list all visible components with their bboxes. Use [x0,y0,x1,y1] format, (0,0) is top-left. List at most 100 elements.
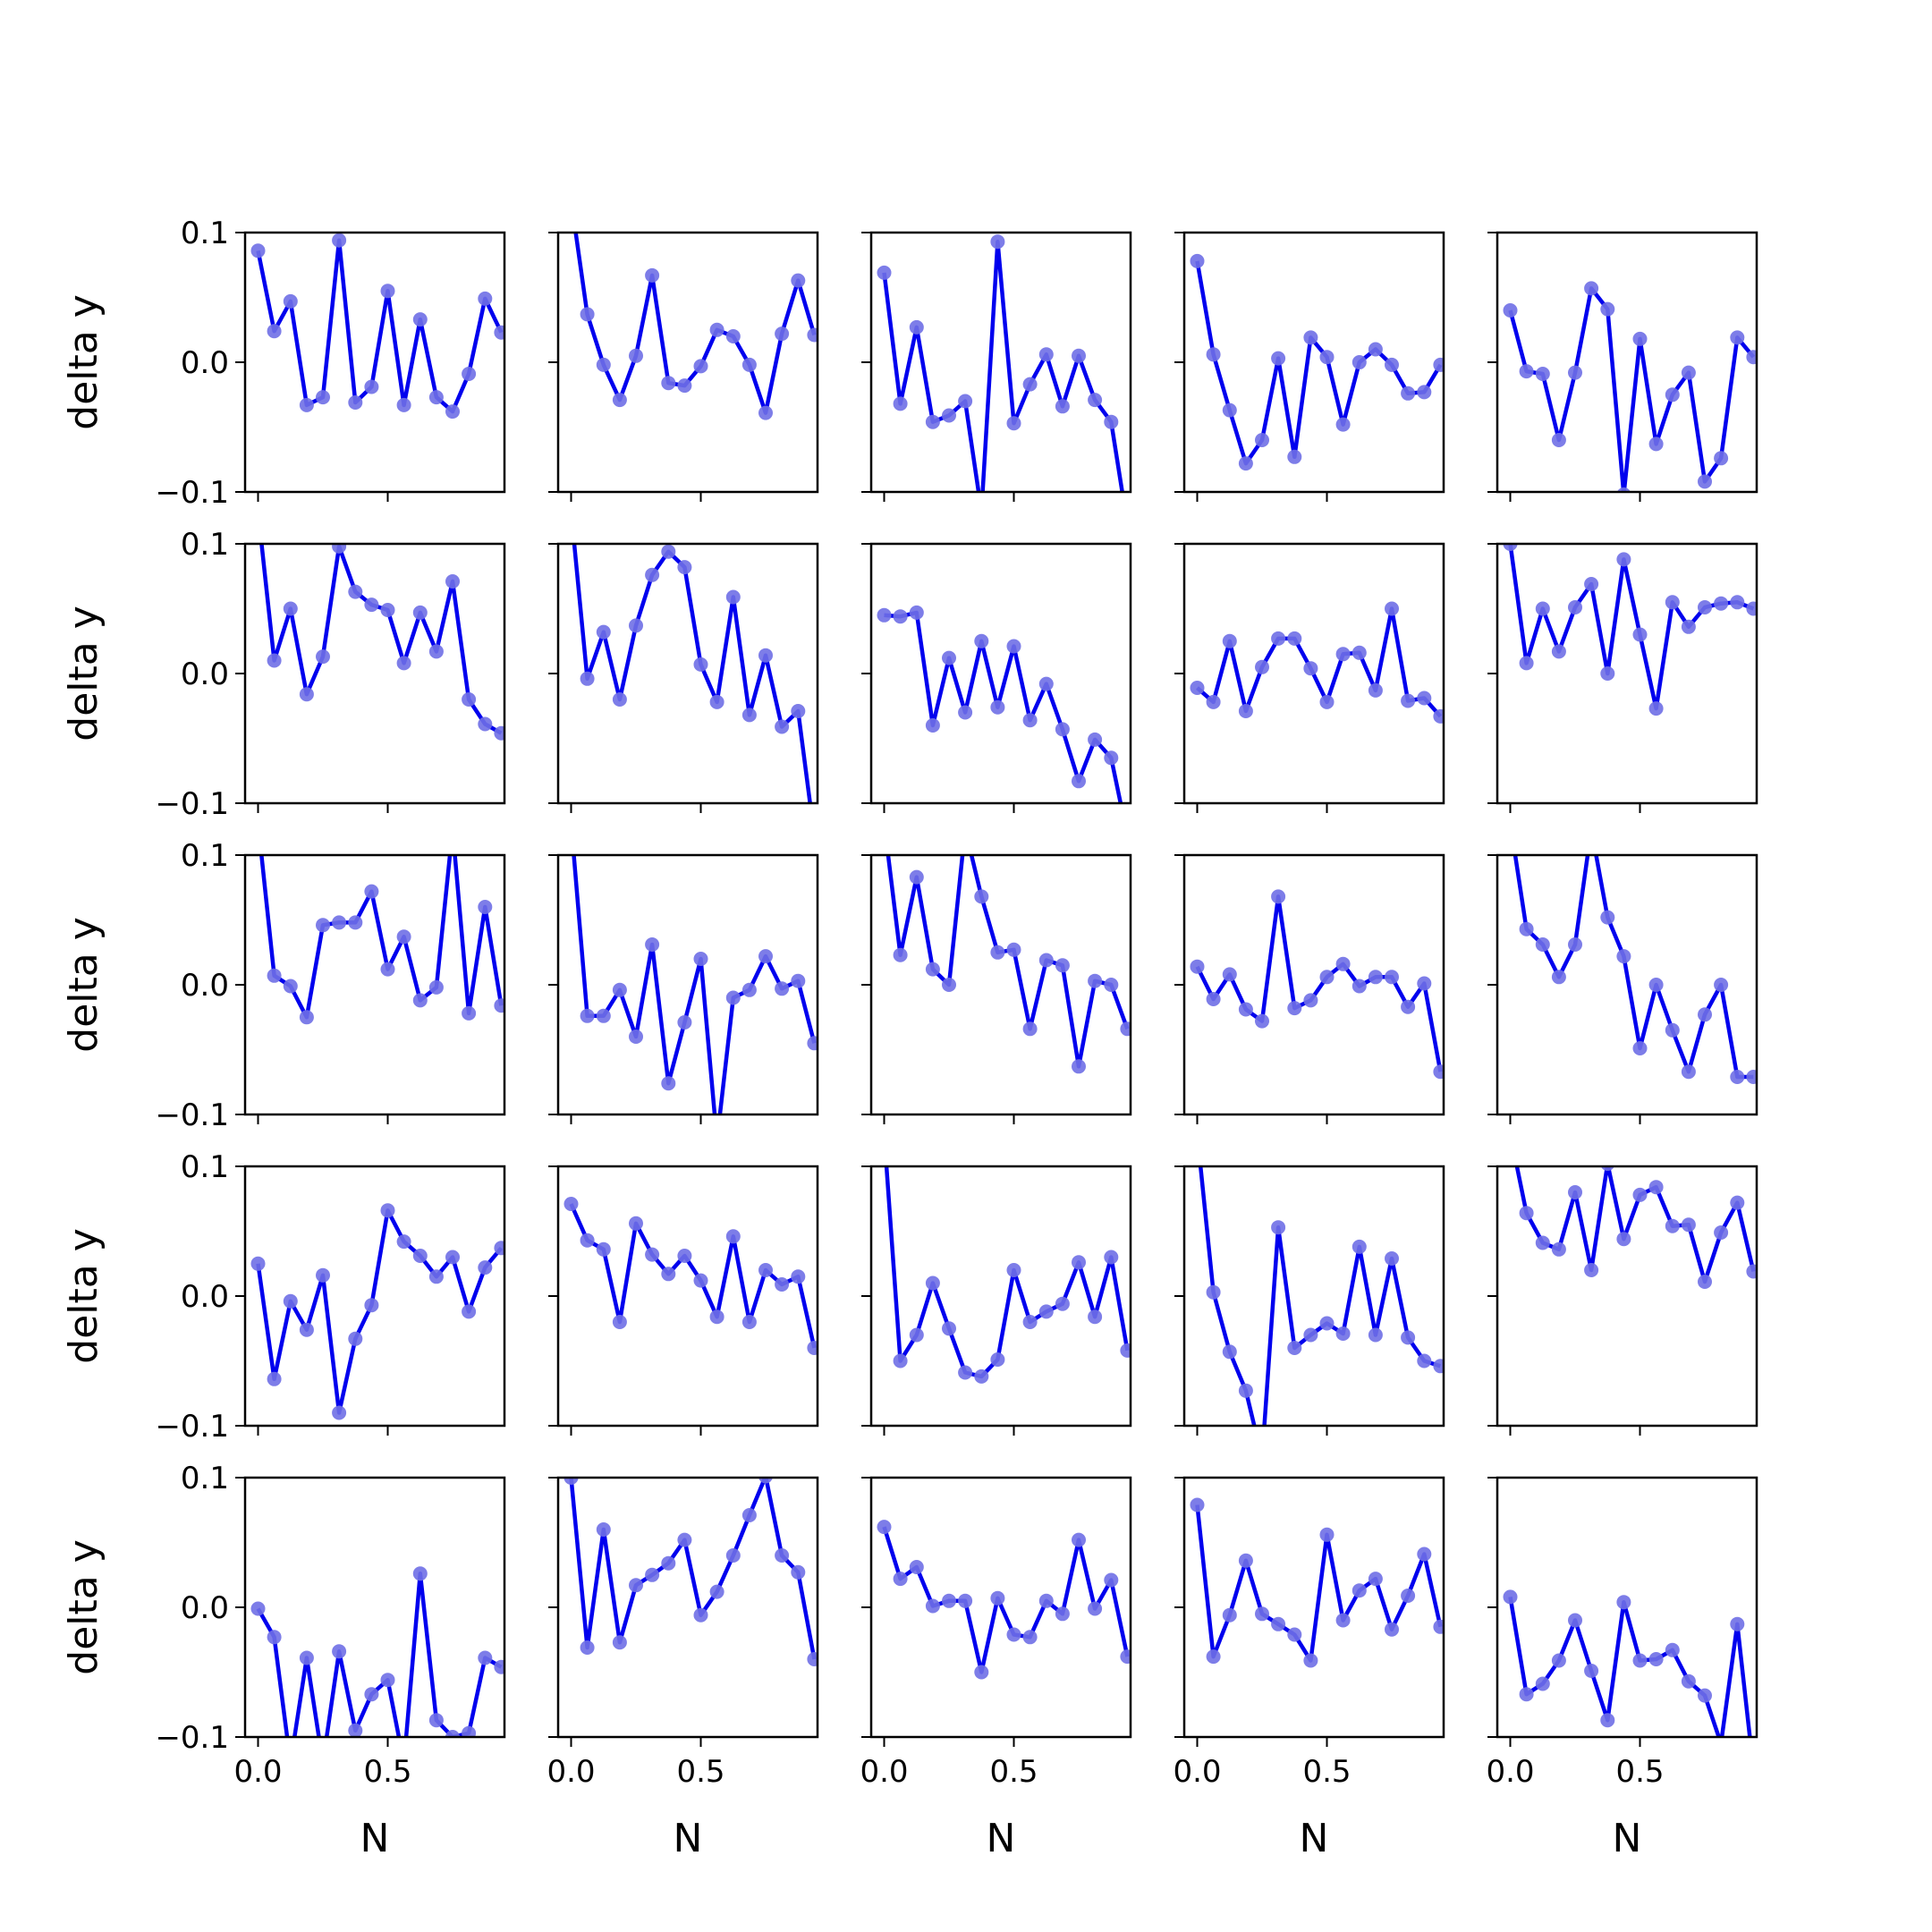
data-point [1519,921,1534,936]
data-point [661,1267,676,1282]
data-point [942,650,956,665]
data-point [1632,1041,1648,1055]
data-point [364,597,379,613]
data-point [380,284,395,299]
plot-area [558,1166,818,1426]
data-point [1238,456,1253,471]
data-point [396,1234,411,1250]
series-group [1190,253,1444,471]
data-point [1238,1383,1253,1398]
data-point [1584,1664,1599,1678]
series-line [256,238,504,414]
series-group [573,233,818,420]
data-point [1303,1653,1318,1668]
series-group [564,1197,818,1355]
data-point [494,725,504,741]
data-point [974,633,989,648]
data-point [332,915,347,930]
data-point [1088,1309,1103,1325]
subplot-r2-c4 [1174,542,1445,813]
data-point [958,1365,973,1380]
data-point [925,962,940,977]
data-point [661,1555,676,1571]
subplot-r2-c1: 0.1 0.0 −0.1 delta y [61,527,506,822]
y-tick-label: 0.1 [181,838,229,874]
data-point [348,1723,363,1737]
data-point [942,1593,956,1608]
data-point [1730,1616,1745,1631]
data-point [629,348,643,363]
data-point [1335,956,1351,971]
data-point [445,574,460,589]
data-point [758,949,773,964]
data-point [1681,1674,1696,1689]
data-point [942,408,956,423]
x-tick-label: 0.0 [547,1754,595,1790]
data-point [396,656,411,671]
data-point [775,326,790,342]
subplot-r3-c4 [1174,853,1445,1124]
series-group [572,855,818,1114]
data-point [1632,1187,1648,1202]
data-point [1271,631,1286,646]
data-point [1535,937,1550,952]
data-point [348,584,363,599]
y-tick-label: −0.1 [155,1720,229,1756]
data-point [1055,1606,1070,1622]
data-point [1665,1218,1680,1233]
data-point [267,968,282,983]
data-point [877,265,892,280]
data-point [283,601,298,616]
data-point [1714,1225,1729,1240]
series-line [259,544,503,735]
data-point [693,1273,708,1288]
data-point [1681,619,1696,634]
subplot-r3-c2 [548,853,819,1124]
data-point [1417,1353,1432,1368]
data-point [1632,1653,1648,1668]
data-point [1730,330,1745,345]
data-point [1616,1232,1631,1247]
data-point [1335,647,1351,662]
series-line [882,1526,1130,1674]
y-axis-label: delta y [61,1539,106,1674]
x-tick-label: 0.5 [989,1754,1038,1790]
data-point [1255,659,1269,674]
data-point [1648,1652,1664,1666]
data-point [1120,1343,1131,1358]
data-point [629,1216,643,1231]
data-point [1088,393,1103,408]
subplot-r4-c5 [1487,1165,1758,1436]
data-point [412,312,428,327]
subplot-r3-c5 [1487,853,1758,1124]
subplot-r2-c3 [861,542,1132,813]
data-point [1319,350,1335,365]
data-point [380,962,395,977]
data-point [1417,691,1432,706]
data-point [1006,1627,1021,1642]
series-line [1196,606,1443,718]
series-line [1508,544,1755,711]
data-point [494,325,504,340]
data-point [1385,970,1399,985]
data-point [299,397,314,412]
data-point [709,1584,724,1599]
series-group [250,1203,504,1420]
data-point [629,618,643,633]
data-point [693,1607,708,1623]
data-point [925,414,940,429]
data-point [1022,1630,1038,1645]
y-tick-label: 0.0 [181,1590,229,1626]
data-point [1714,978,1729,992]
data-point [1551,644,1566,659]
y-tick-label: −0.1 [155,786,229,822]
data-point [1433,1064,1444,1080]
data-point [893,396,908,411]
data-point [283,1293,298,1309]
data-point [316,918,330,933]
series-line [572,544,812,803]
series-group [564,1478,818,1666]
data-point [1038,1593,1054,1608]
series-group [1503,544,1757,716]
data-point [693,952,708,966]
